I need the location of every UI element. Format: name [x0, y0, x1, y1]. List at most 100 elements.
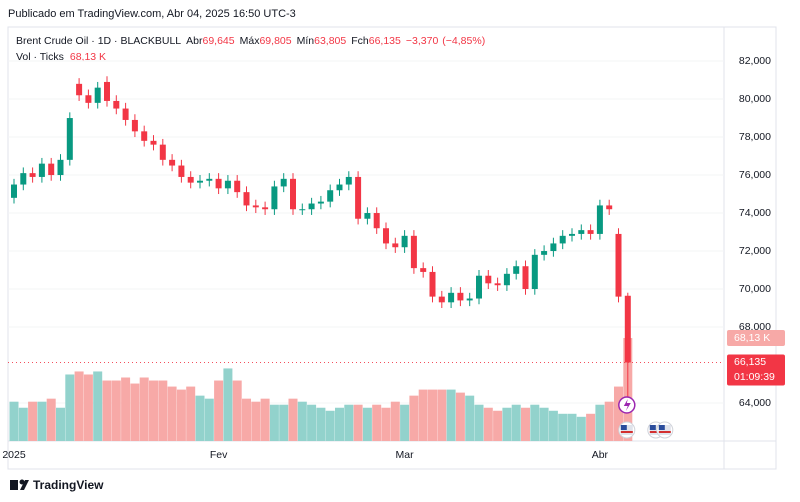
symbol: Brent Crude Oil · 1D · BLACKBULL	[16, 35, 181, 47]
y-tick-label: 64,000	[739, 397, 771, 409]
volume-bar	[74, 371, 84, 441]
candle-body	[308, 203, 315, 210]
candle-body	[541, 251, 548, 255]
volume-bar	[381, 407, 391, 441]
candle-body	[280, 178, 287, 187]
candle-body	[401, 235, 408, 248]
high-name: Máx	[240, 35, 261, 47]
volume-bar	[93, 371, 103, 441]
volume-header: Vol · Ticks 68,13 K	[16, 51, 106, 63]
chart-frame	[7, 26, 777, 470]
candle-body	[457, 292, 464, 301]
candle-body	[290, 178, 296, 210]
volume-bar	[121, 377, 131, 441]
x-tick-label: 2025	[2, 449, 26, 461]
volume-bar	[176, 389, 186, 441]
volume-bar	[353, 404, 363, 441]
published-note: Publicado em TradingView.com, Abr 04, 20…	[8, 8, 296, 20]
low-value: 63,805	[314, 35, 346, 47]
y-tick-label: 74,000	[739, 207, 771, 219]
volume-tag	[727, 330, 785, 346]
volume-bar	[288, 398, 298, 441]
candle-body	[234, 180, 241, 193]
volume-bar	[539, 407, 549, 441]
candle-body	[169, 159, 176, 166]
volume-bar	[167, 386, 177, 441]
volume-bar	[558, 413, 568, 441]
y-tick-label: 68,000	[739, 321, 771, 333]
chart-header: Brent Crude Oil · 1D · BLACKBULL Abr69,64…	[16, 35, 485, 47]
volume-bar	[362, 407, 372, 441]
candle-body	[522, 266, 529, 290]
price-tag	[727, 354, 785, 386]
candle-body	[503, 273, 510, 286]
candle-body	[624, 295, 631, 363]
event-icon	[623, 399, 631, 411]
high-value: 69,805	[259, 35, 291, 47]
candle-body	[364, 213, 371, 219]
candle-body	[615, 233, 622, 297]
candle-body	[224, 180, 231, 189]
candle-body	[29, 173, 36, 177]
brand: TradingView	[33, 478, 104, 492]
volume-bar	[455, 392, 465, 441]
candle-body	[104, 81, 110, 101]
volume-bar	[335, 407, 344, 441]
candle-body	[57, 159, 64, 176]
volume-bar	[604, 401, 614, 441]
volume-bar	[316, 407, 326, 441]
volume-bar	[214, 380, 224, 441]
candle-body	[466, 298, 473, 301]
volume-bar	[567, 413, 577, 441]
volume-bar	[242, 398, 251, 441]
close-value: 66,135	[369, 35, 401, 47]
price-tag-label: 66,135	[734, 356, 766, 368]
volume-bar	[400, 404, 410, 441]
volume-bar	[37, 401, 47, 441]
candle-body	[410, 235, 417, 269]
candle-body	[85, 95, 92, 103]
candle-body	[448, 292, 455, 303]
volume-bar	[325, 410, 335, 441]
volume-bar	[502, 407, 512, 441]
change-pct: (−4,85%)	[442, 35, 485, 47]
volume-bar	[372, 404, 382, 441]
flag-icon	[658, 425, 665, 430]
candle-body	[271, 186, 278, 210]
candle-body	[392, 243, 399, 248]
candle-body	[559, 235, 566, 244]
volume-bar	[307, 404, 317, 441]
x-tick-label: Fev	[210, 449, 228, 461]
volume-bar	[521, 407, 530, 441]
volume-bar	[269, 404, 279, 441]
candle-body	[243, 192, 250, 206]
candle-body	[327, 190, 334, 202]
volume-bar	[223, 368, 233, 441]
candle-body	[20, 173, 27, 185]
x-tick-label: Mar	[396, 449, 415, 461]
y-tick-label: 78,000	[739, 131, 771, 143]
candle-body	[429, 271, 436, 297]
y-tick-label: 72,000	[739, 245, 771, 257]
candle-body	[94, 87, 101, 103]
volume-bar	[548, 410, 558, 441]
volume-bar	[9, 401, 19, 441]
candle-body	[215, 178, 222, 189]
logo-mark	[20, 480, 29, 490]
candle-body	[355, 176, 362, 219]
candle-body	[596, 205, 603, 234]
logo-mark	[10, 480, 18, 490]
volume-bar	[614, 386, 623, 441]
volume-bar	[428, 389, 437, 441]
volume-bar	[65, 374, 75, 441]
volume-bar	[56, 407, 65, 441]
volume-last: 68,13 K	[70, 51, 106, 63]
candle-body	[122, 108, 129, 120]
volume-bar	[511, 404, 521, 441]
footer: TradingView	[10, 478, 104, 492]
volume-bar	[251, 401, 261, 441]
x-tick-label: Abr	[592, 449, 609, 461]
volume-bar	[204, 398, 214, 441]
candle-body	[206, 178, 213, 181]
